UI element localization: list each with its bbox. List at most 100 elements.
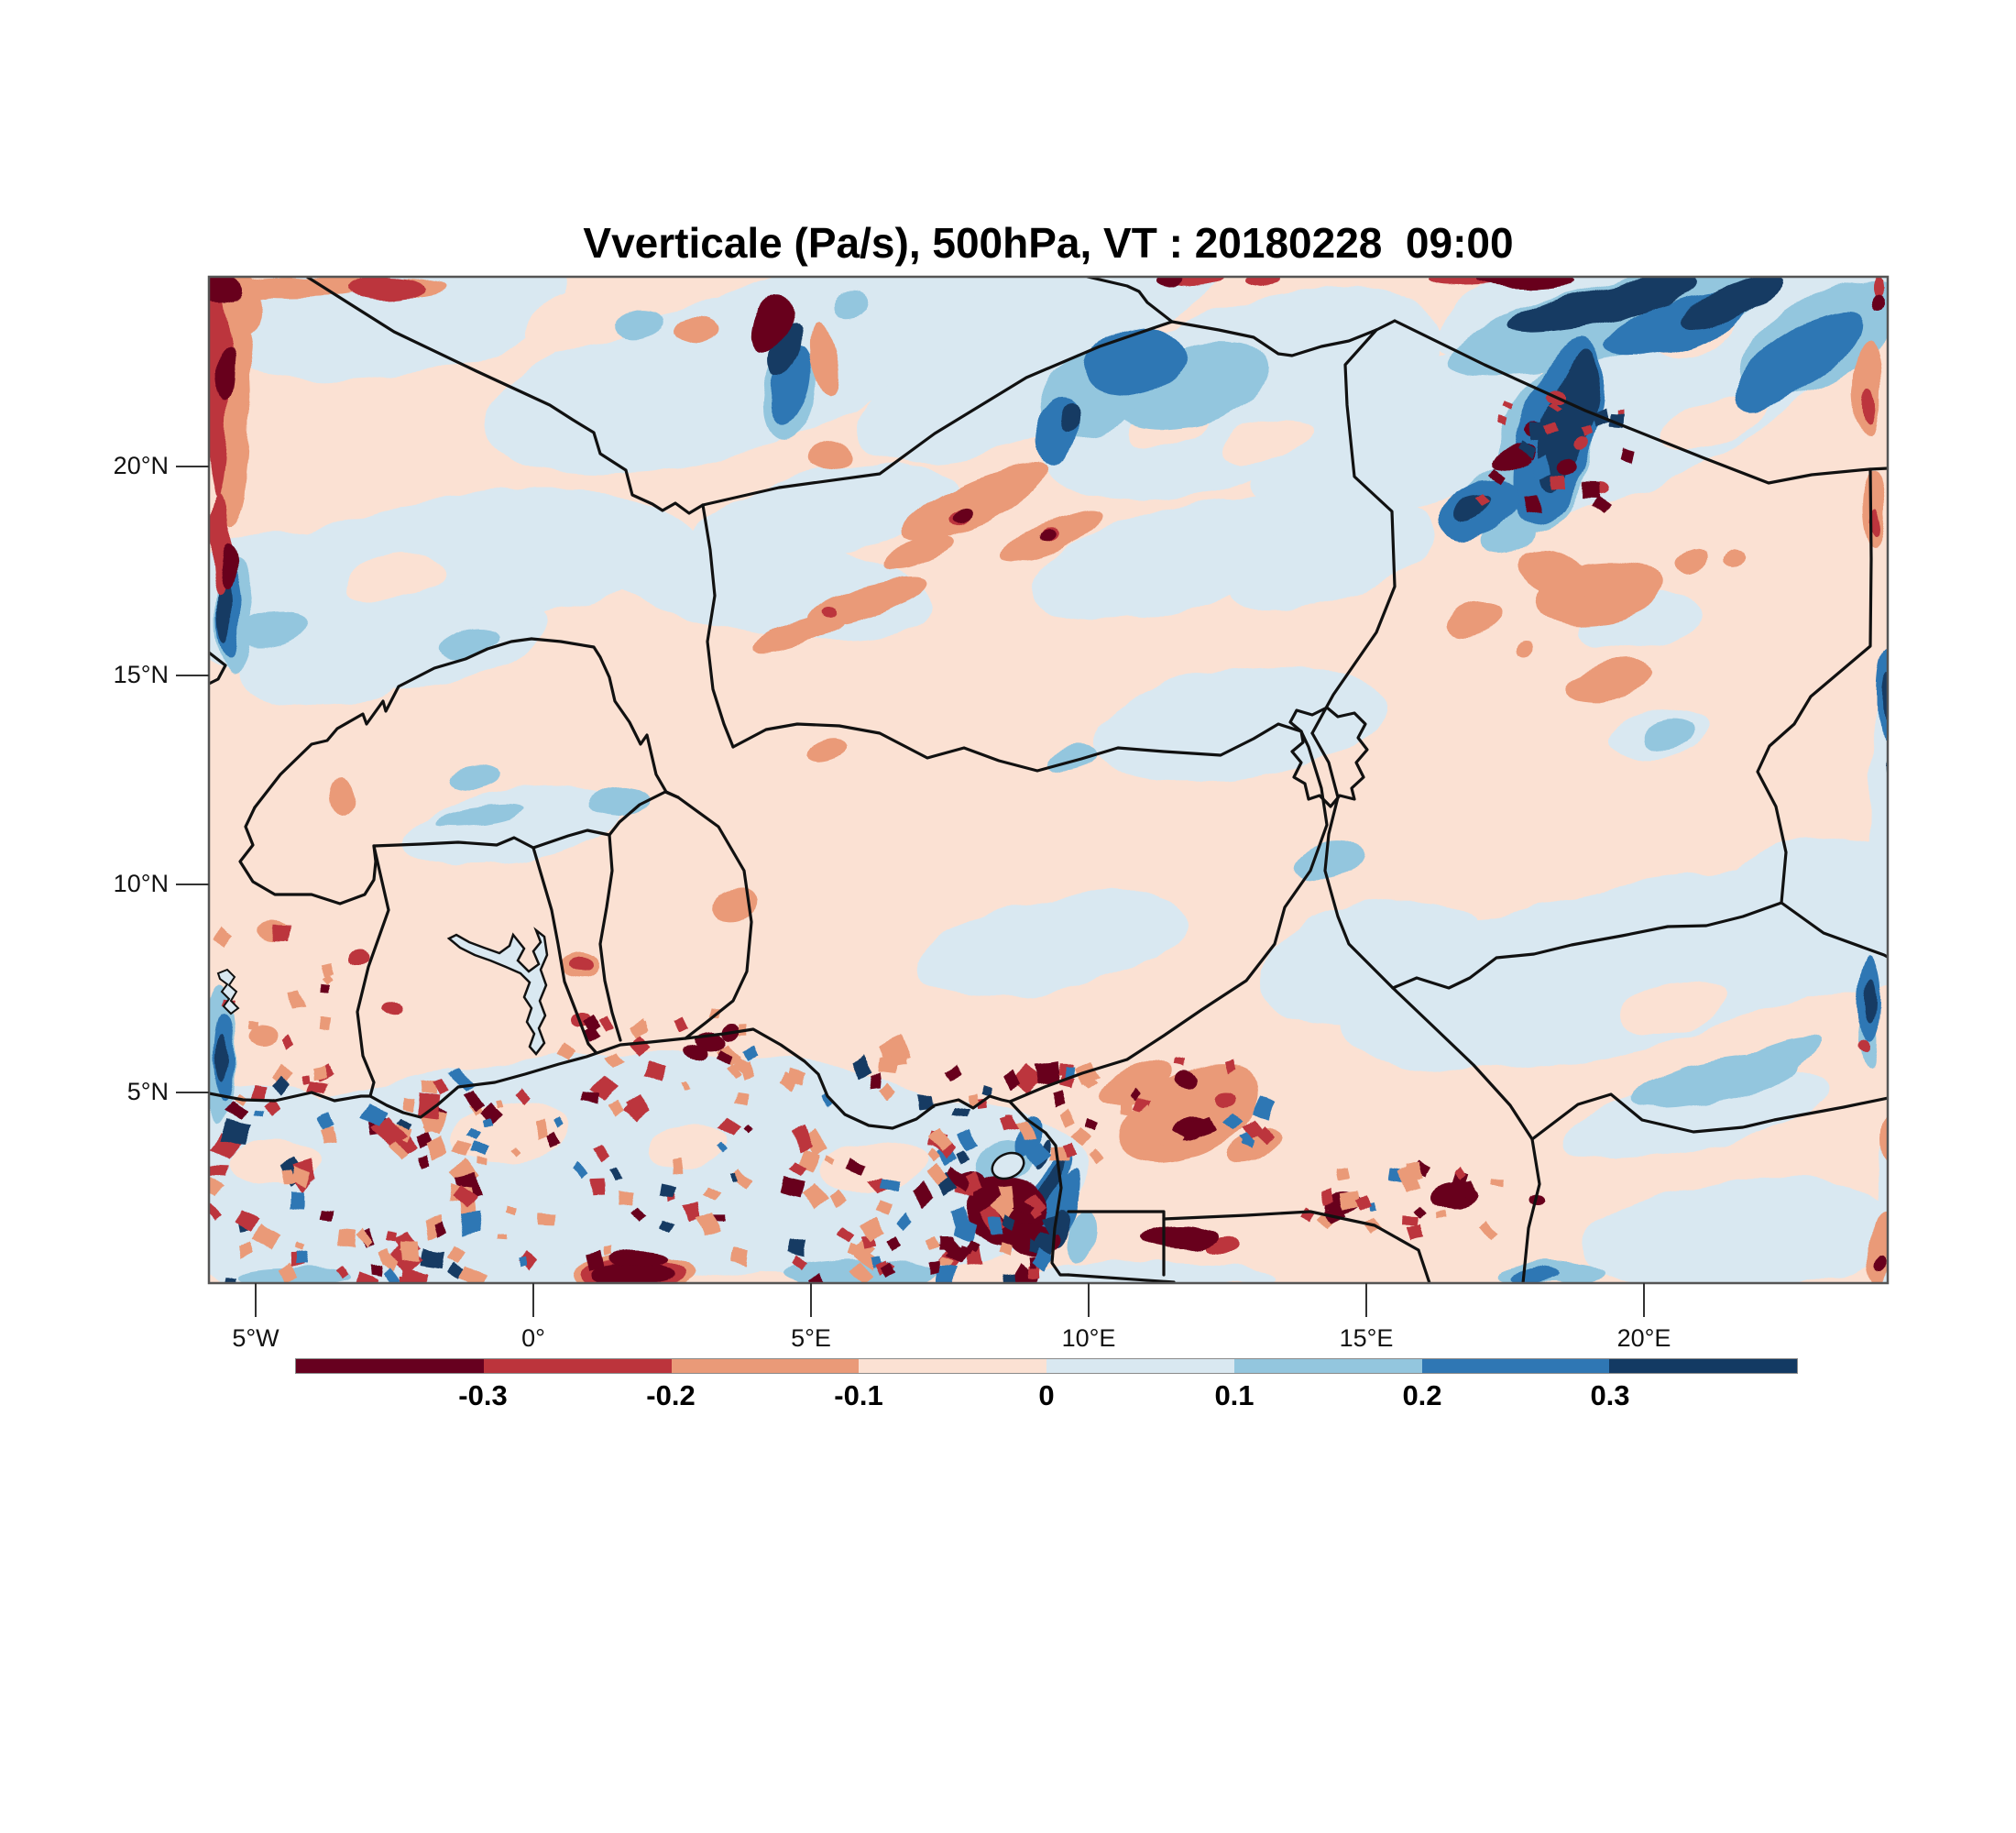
- speckle: [608, 1166, 620, 1180]
- speckle: [1080, 1070, 1098, 1088]
- speckle: [615, 1186, 632, 1203]
- colorbar-segment: [1421, 1359, 1610, 1373]
- speckle: [1061, 1108, 1079, 1126]
- field-blob-nv: [1868, 977, 1879, 1025]
- lat-tick-label: 20°N: [113, 452, 169, 479]
- speckle: [1014, 1118, 1032, 1138]
- speckle: [1058, 1184, 1081, 1208]
- speckle: [990, 1193, 1018, 1221]
- speckle: [938, 1257, 954, 1270]
- speckle: [741, 1040, 758, 1058]
- border-cameroon-car: [1391, 986, 1541, 1283]
- colorbar-segment: [1046, 1359, 1234, 1373]
- speckle: [275, 1264, 297, 1283]
- border-burkina-niger: [530, 637, 680, 799]
- speckle: [931, 1261, 942, 1276]
- speckle: [1413, 1202, 1427, 1216]
- field-blob-mar: [614, 1253, 669, 1269]
- speckle: [956, 1152, 970, 1166]
- colorbar-tick-label: -0.3: [458, 1379, 508, 1411]
- speckle: [459, 1213, 480, 1236]
- speckle: [560, 1117, 573, 1131]
- field-blob-mar: [209, 277, 242, 304]
- field-blob-mb: [834, 292, 871, 316]
- map-field: [209, 277, 1888, 1283]
- colorbar-segment: [671, 1359, 860, 1373]
- border-algeria-niger: [701, 320, 1174, 507]
- border-niger-nigeria: [731, 722, 1303, 773]
- speckle: [404, 1273, 425, 1283]
- plot-title: Vverticale (Pa/s), 500hPa, VT : 20180228…: [583, 219, 1514, 267]
- speckle: [514, 1261, 524, 1272]
- speckle: [877, 1260, 894, 1278]
- speckle: [1224, 1060, 1236, 1073]
- speckle: [711, 1214, 724, 1222]
- border-mali-niger: [701, 503, 735, 749]
- speckle: [925, 1166, 948, 1191]
- speckle: [1002, 1213, 1018, 1229]
- field-blob-pk: [1220, 415, 1309, 465]
- lon-tick-label: 5°E: [791, 1324, 831, 1352]
- field-blob-sal: [882, 534, 951, 569]
- field-blob-red: [209, 293, 229, 495]
- field-blob-red: [344, 277, 426, 301]
- field-blob-mar: [597, 1265, 677, 1283]
- field-blob-pb: [858, 326, 1122, 462]
- field-blob-sal: [245, 1025, 274, 1043]
- speckle: [1436, 1211, 1448, 1218]
- border-ghana-cotedivoire: [356, 844, 390, 1098]
- speckle: [209, 1178, 229, 1200]
- speckle: [996, 1240, 1012, 1256]
- speckle: [1162, 1081, 1180, 1100]
- speckle: [1024, 1223, 1045, 1243]
- speckle: [942, 1061, 958, 1077]
- speckle: [731, 1247, 751, 1266]
- speckle: [729, 1051, 749, 1071]
- speckle: [588, 1179, 603, 1196]
- field-blob-pb: [1017, 1265, 1274, 1283]
- field-blob-pb: [938, 277, 1224, 361]
- speckle: [321, 962, 334, 980]
- speckle: [318, 985, 331, 997]
- field-blob-mar: [1041, 529, 1056, 542]
- field-blob-sal: [709, 887, 757, 918]
- field-blob-pk: [339, 553, 449, 602]
- speckle: [1479, 495, 1493, 510]
- speckle: [928, 1129, 954, 1157]
- colorbar-segment: [1233, 1359, 1422, 1373]
- speckle: [1028, 1264, 1040, 1276]
- speckle: [313, 1017, 328, 1031]
- lat-tick-label: 5°N: [126, 1078, 169, 1105]
- speckle: [1550, 474, 1565, 487]
- field-blob-sal: [751, 615, 843, 653]
- speckle: [1062, 1143, 1077, 1161]
- speckle: [321, 1128, 337, 1146]
- speckle: [908, 1185, 933, 1212]
- speckle: [699, 1184, 718, 1200]
- field-blob-mar: [1175, 1071, 1197, 1088]
- lon-tick-label: 20°E: [1616, 1324, 1671, 1352]
- speckle: [1334, 1166, 1349, 1180]
- speckle: [1463, 1180, 1482, 1199]
- speckle: [1408, 1164, 1426, 1182]
- speckle: [459, 1089, 480, 1113]
- field-blob-pb: [1561, 1069, 1830, 1158]
- field-blob-mar: [685, 1042, 707, 1059]
- speckle: [798, 1185, 827, 1213]
- colorbar-tick-label: 0.1: [1214, 1379, 1255, 1411]
- field-blob-mar: [1868, 293, 1883, 312]
- field-blob-sb: [1087, 327, 1186, 397]
- field-blob-red: [385, 1000, 403, 1013]
- field-blob-pb: [1256, 900, 1493, 1025]
- border-car-congo: [1530, 1092, 1888, 1141]
- colorbar-tick-label: 0.3: [1590, 1379, 1630, 1411]
- field-blob-red: [346, 954, 368, 971]
- speckle: [275, 928, 293, 946]
- speckle: [590, 1253, 610, 1273]
- speckle: [499, 1239, 509, 1246]
- speckle: [609, 1101, 625, 1118]
- field-blob-sal: [329, 776, 353, 815]
- speckle: [1588, 493, 1608, 512]
- speckle: [965, 1172, 984, 1193]
- speckle: [680, 1082, 689, 1093]
